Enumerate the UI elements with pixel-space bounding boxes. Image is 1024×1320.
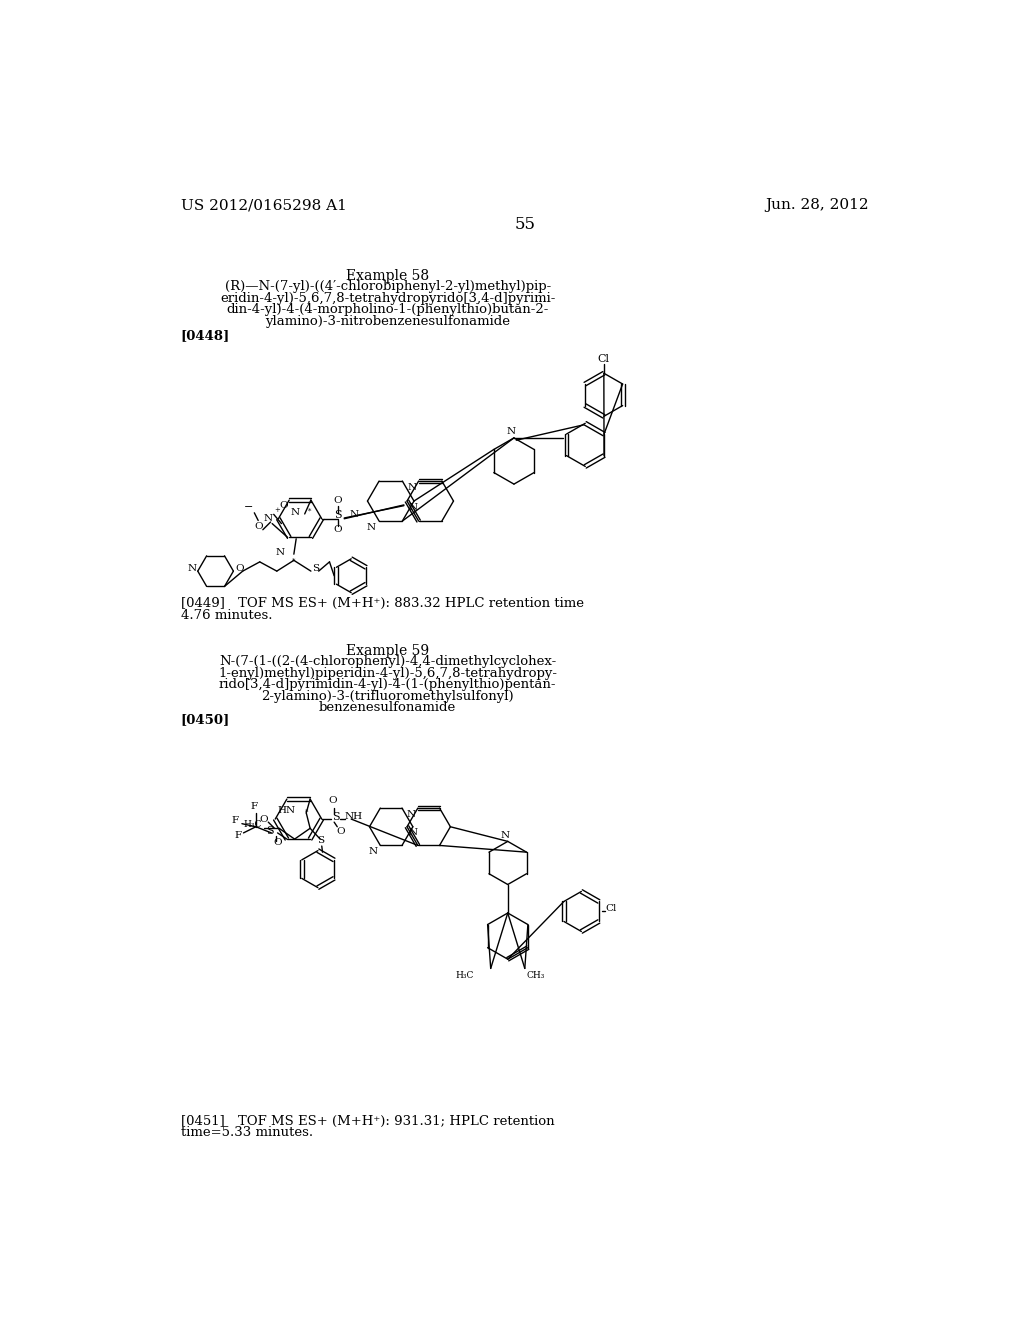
Text: N: N (506, 428, 515, 437)
Text: eridin-4-yl)-5,6,7,8-tetrahydropyrido[3,4-d]pyrimi-: eridin-4-yl)-5,6,7,8-tetrahydropyrido[3,… (220, 292, 555, 305)
Text: H₃C: H₃C (244, 820, 262, 829)
Text: N: N (500, 830, 509, 840)
Text: N: N (368, 847, 377, 855)
Text: O: O (336, 826, 345, 836)
Text: O: O (329, 796, 337, 805)
Text: [0448]: [0448] (180, 330, 230, 342)
Text: [0451] TOF MS ES+ (M+H⁺): 931.31; HPLC retention: [0451] TOF MS ES+ (M+H⁺): 931.31; HPLC r… (180, 1114, 554, 1127)
Text: N: N (367, 523, 376, 532)
Text: S: S (266, 826, 273, 837)
Text: O: O (334, 525, 342, 533)
Text: N: N (407, 809, 416, 818)
Text: Cl: Cl (598, 354, 609, 364)
Text: F: F (231, 816, 239, 825)
Text: HN: HN (278, 807, 295, 816)
Text: 4.76 minutes.: 4.76 minutes. (180, 609, 272, 622)
Text: O: O (234, 564, 244, 573)
Text: S: S (333, 812, 340, 822)
Text: din-4-yl)-4-(4-morpholino-1-(phenylthio)butan-2-: din-4-yl)-4-(4-morpholino-1-(phenylthio)… (226, 304, 549, 317)
Text: N: N (275, 548, 285, 557)
Text: CH₃: CH₃ (526, 970, 545, 979)
Text: [0450]: [0450] (180, 713, 230, 726)
Text: N: N (187, 564, 197, 573)
Text: (R)—N-(7-yl)-((4′-chlorobiphenyl-2-yl)methyl)pip-: (R)—N-(7-yl)-((4′-chlorobiphenyl-2-yl)me… (224, 280, 551, 293)
Text: O: O (334, 496, 342, 506)
Text: Jun. 28, 2012: Jun. 28, 2012 (765, 198, 869, 213)
Text: −: − (244, 502, 254, 512)
Text: F: F (251, 803, 258, 812)
Text: NH: NH (345, 812, 364, 821)
Text: time=5.33 minutes.: time=5.33 minutes. (180, 1126, 312, 1139)
Text: benzenesulfonamide: benzenesulfonamide (319, 701, 457, 714)
Text: N: N (409, 829, 418, 837)
Text: O: O (259, 814, 268, 824)
Text: *: * (292, 557, 295, 565)
Text: Cl: Cl (605, 904, 616, 913)
Text: F: F (234, 832, 242, 841)
Text: US 2012/0165298 A1: US 2012/0165298 A1 (180, 198, 346, 213)
Text: Example 58: Example 58 (346, 268, 429, 282)
Text: S: S (312, 564, 319, 573)
Text: H₃C: H₃C (456, 970, 474, 979)
Text: Example 59: Example 59 (346, 644, 429, 657)
Text: 2-ylamino)-3-(trifluoromethylsulfonyl): 2-ylamino)-3-(trifluoromethylsulfonyl) (261, 689, 514, 702)
Text: ylamino)-3-nitrobenzenesulfonamide: ylamino)-3-nitrobenzenesulfonamide (265, 314, 510, 327)
Text: rido[3,4-d]pyrimidin-4-yl)-4-(1-(phenylthio)pentan-: rido[3,4-d]pyrimidin-4-yl)-4-(1-(phenylt… (219, 678, 556, 692)
Text: N-(7-(1-((2-(4-chlorophenyl)-4,4-dimethylcyclohex-: N-(7-(1-((2-(4-chlorophenyl)-4,4-dimethy… (219, 655, 556, 668)
Text: 1-enyl)methyl)piperidin-4-yl)-5,6,7,8-tetrahydropy-: 1-enyl)methyl)piperidin-4-yl)-5,6,7,8-te… (218, 667, 557, 680)
Text: N: N (349, 511, 358, 519)
Text: *: * (305, 808, 308, 816)
Text: *: * (308, 508, 311, 516)
Text: S: S (316, 836, 324, 845)
Text: N: N (408, 483, 417, 491)
Text: N: N (291, 508, 300, 517)
Text: O: O (273, 838, 282, 846)
Text: O: O (254, 523, 262, 531)
Text: N: N (409, 503, 418, 512)
Text: +: + (274, 506, 280, 513)
Text: S: S (334, 510, 342, 520)
Text: N: N (264, 515, 272, 524)
Text: O: O (280, 500, 288, 510)
Text: [0449] TOF MS ES+ (M+H⁺): 883.32 HPLC retention time: [0449] TOF MS ES+ (M+H⁺): 883.32 HPLC re… (180, 598, 584, 610)
Text: 55: 55 (514, 216, 536, 234)
